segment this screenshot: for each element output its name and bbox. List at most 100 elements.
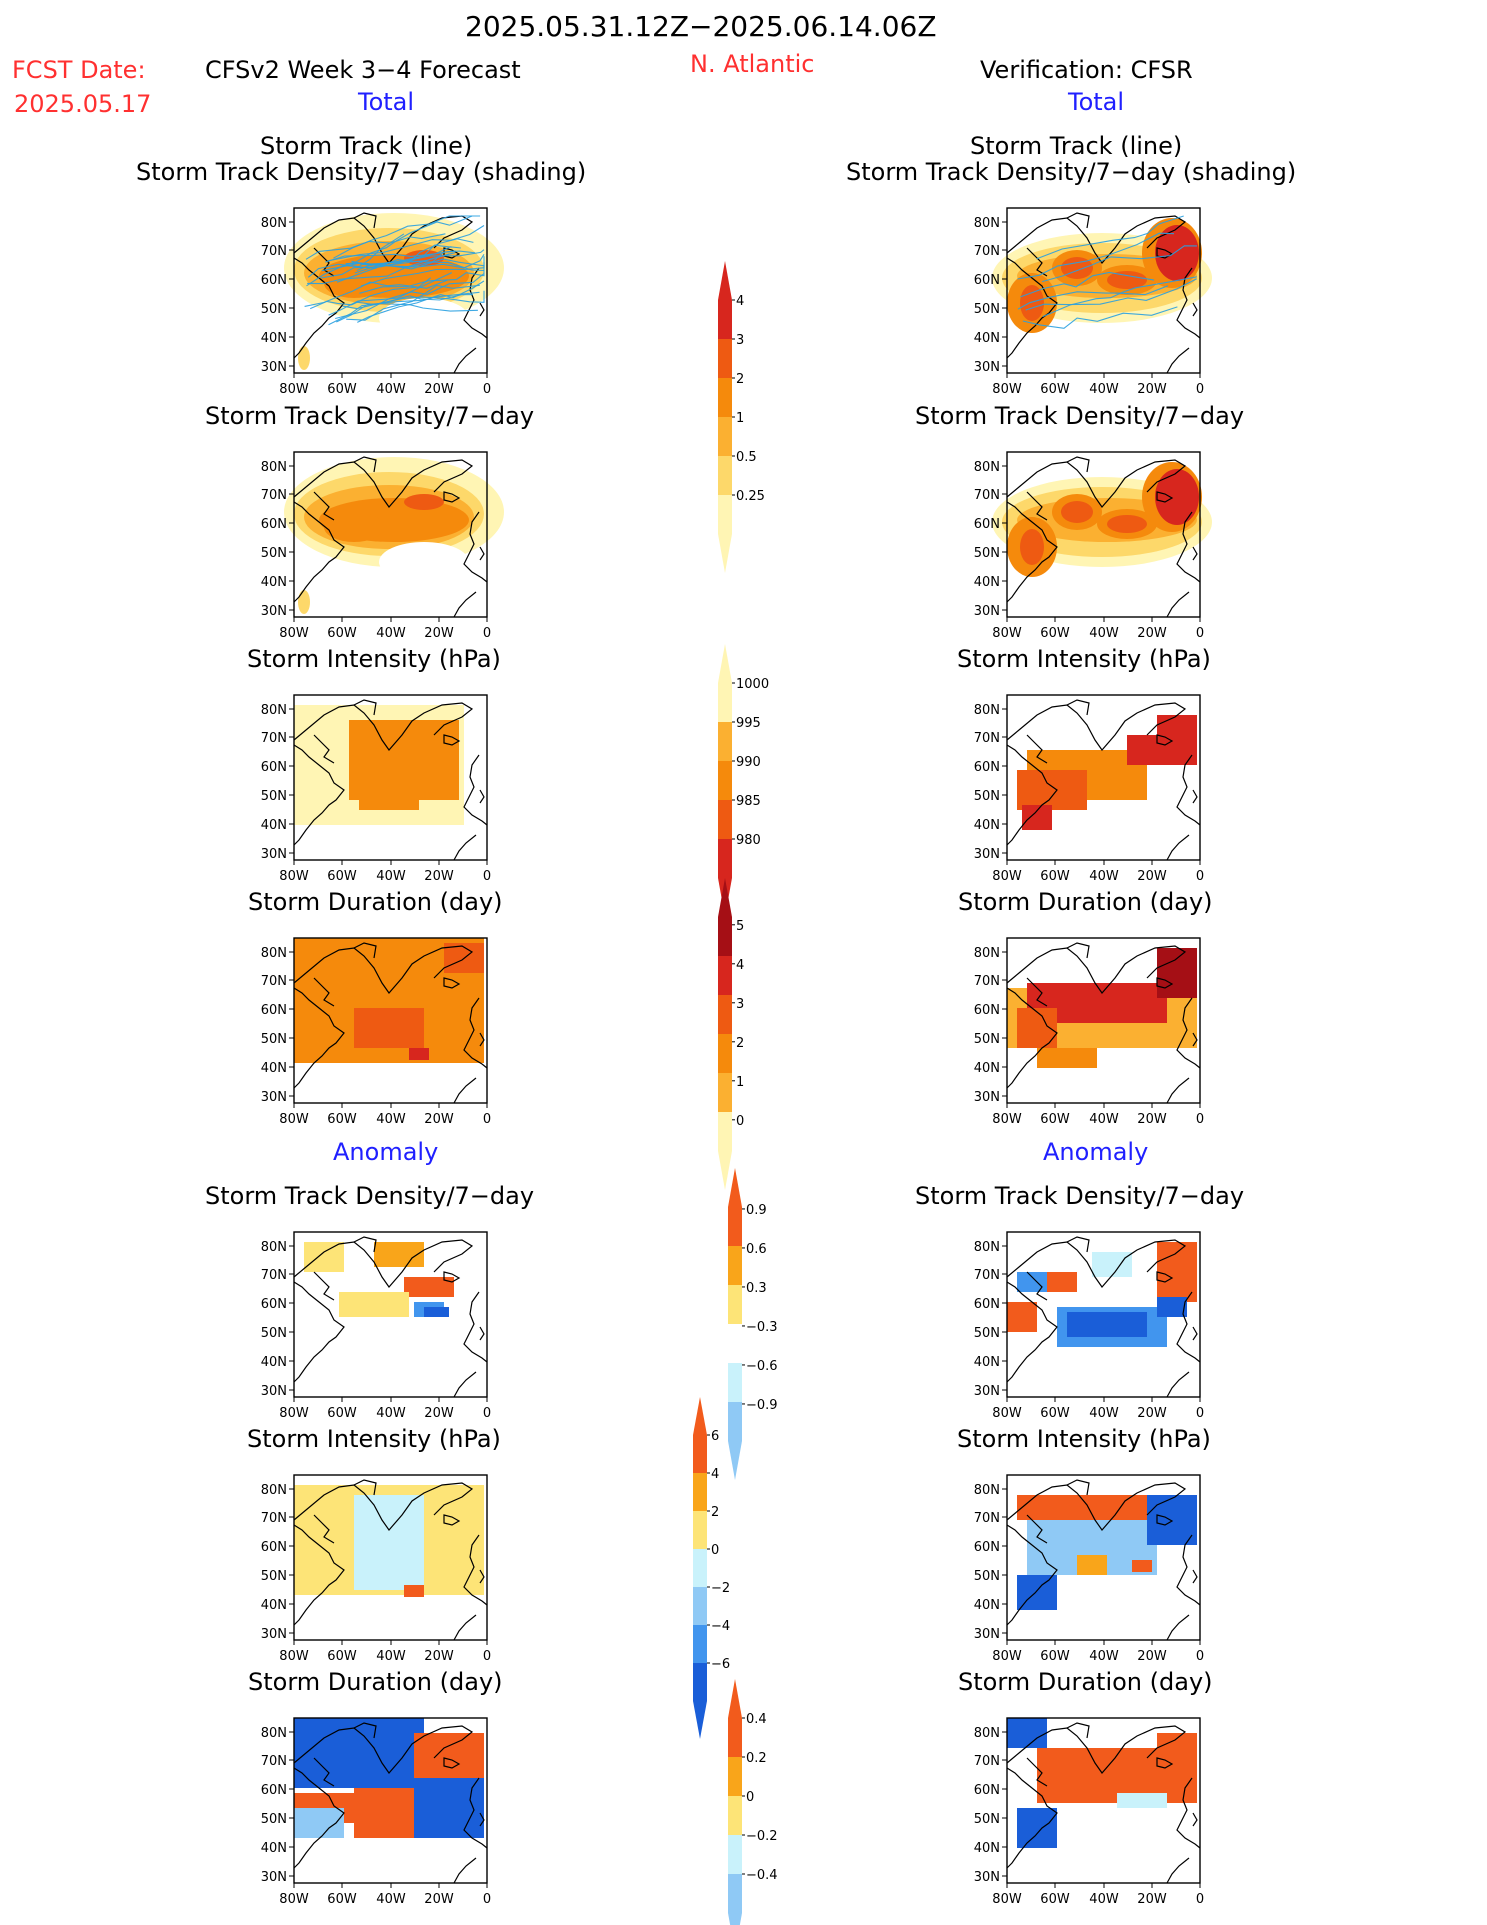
density-anomaly-colorbar-label-1: 0.6 bbox=[746, 1242, 767, 1257]
right-row5-lat-label-70N: 70N bbox=[974, 1268, 1000, 1283]
right-row4-lat-label-60N: 60N bbox=[974, 1003, 1000, 1018]
left-row7-coast-7 bbox=[479, 1812, 485, 1827]
right-row7-coast-4 bbox=[1156, 1757, 1174, 1769]
left-row6-lon-label-0: 0 bbox=[483, 1649, 491, 1664]
right-row5-coast-3 bbox=[1026, 1271, 1048, 1301]
left-row3-lat-label-40N: 40N bbox=[261, 818, 287, 833]
left-row2-coast-2 bbox=[293, 501, 345, 603]
right-row2-lat-label-60N: 60N bbox=[974, 517, 1000, 532]
right-row2-cell-8 bbox=[1155, 469, 1199, 525]
intensity-colorbar-swatch-4 bbox=[718, 839, 732, 878]
right-row1-coast-2 bbox=[1006, 257, 1058, 359]
intensity-anomaly-colorbar-swatch-3 bbox=[693, 1549, 707, 1587]
left-row3-cell-2 bbox=[359, 790, 419, 810]
left-row3-axes: 80N 70N 60N 50N 40N 30N 80W 60W 40W 20W 0 bbox=[261, 694, 491, 884]
intensity-anomaly-colorbar-swatch-6 bbox=[693, 1663, 707, 1701]
density-anomaly-colorbar-swatch-0 bbox=[728, 1207, 742, 1246]
left-row5-coast-6 bbox=[453, 1371, 477, 1398]
left-row4-coast-4 bbox=[443, 977, 461, 989]
right-row1-coast-7 bbox=[1192, 302, 1198, 317]
left-row4-coast-5 bbox=[463, 997, 488, 1069]
intensity-anomaly-colorbar-swatch-5 bbox=[693, 1625, 707, 1663]
right-row3-coast-2 bbox=[1006, 744, 1058, 846]
right-row5-coast-2 bbox=[1006, 1281, 1058, 1383]
intensity-anomaly-colorbar-label-2: 2 bbox=[711, 1505, 719, 1520]
density-anomaly-colorbar-swatch-4 bbox=[728, 1363, 742, 1402]
left-row5-lon-label-80W: 80W bbox=[279, 1406, 309, 1421]
right-track-shading-title: Storm Track Density/7−day (shading) bbox=[846, 158, 1297, 186]
left-row2-lon-label-20W: 20W bbox=[424, 626, 454, 641]
right-row7-cell-1 bbox=[1157, 1733, 1197, 1783]
density-colorbar-label-2: 2 bbox=[736, 372, 744, 387]
right-row4-lat-label-50N: 50N bbox=[974, 1032, 1000, 1047]
right-row3-cell-3 bbox=[1157, 715, 1197, 745]
density-anomaly-colorbar-label-0: 0.9 bbox=[746, 1203, 767, 1218]
left-row3-lat-label-30N: 30N bbox=[261, 847, 287, 862]
right-row2-lon-label-40W: 40W bbox=[1089, 626, 1119, 641]
left-row5-lat-label-60N: 60N bbox=[261, 1297, 287, 1312]
left-row1-track-7 bbox=[325, 246, 461, 263]
right-row5-lon-label-60W: 60W bbox=[1040, 1406, 1070, 1421]
left-row3-shading bbox=[294, 705, 464, 825]
left-row2-mask-cell-0 bbox=[379, 542, 469, 582]
left-row4-lat-label-60N: 60N bbox=[261, 1003, 287, 1018]
duration-anomaly-colorbar-swatch-2 bbox=[728, 1796, 742, 1835]
left-row2-axes: 80N 70N 60N 50N 40N 30N 80W 60W 40W 20W 0 bbox=[261, 451, 491, 641]
right-row2-coast-6 bbox=[1166, 591, 1190, 618]
density-colorbar-swatch-2 bbox=[718, 378, 732, 417]
left-row3-lat-label-50N: 50N bbox=[261, 789, 287, 804]
left-row5-axes: 80N 70N 60N 50N 40N 30N 80W 60W 40W 20W 0 bbox=[261, 1231, 491, 1421]
left-row5-lon-label-0: 0 bbox=[483, 1406, 491, 1421]
right-row1-coast-3 bbox=[1026, 247, 1048, 277]
right-row2-lon-label-0: 0 bbox=[1196, 626, 1204, 641]
right-row2-cell-4 bbox=[1061, 501, 1093, 523]
left-row5-lat-label-70N: 70N bbox=[261, 1268, 287, 1283]
right-duration-anomaly-title: Storm Duration (day) bbox=[958, 1668, 1213, 1696]
duration-anomaly-colorbar-swatch-1 bbox=[728, 1757, 742, 1796]
left-row5-lat-label-30N: 30N bbox=[261, 1384, 287, 1399]
left-density-title: Storm Track Density/7−day bbox=[205, 402, 535, 430]
left-row6-coastline bbox=[293, 1479, 488, 1641]
left-row5-coast-2 bbox=[293, 1281, 345, 1383]
intensity-colorbar: 1000 995 990 985 980 bbox=[718, 644, 769, 917]
left-row1-track-19 bbox=[328, 303, 478, 326]
duration-colorbar-bottom-arrow bbox=[718, 1151, 732, 1190]
left-row2-lon-label-60W: 60W bbox=[327, 626, 357, 641]
right-row6-lat-label-40N: 40N bbox=[974, 1598, 1000, 1613]
left-row6-lon-label-40W: 40W bbox=[376, 1649, 406, 1664]
right-row7-cell-2 bbox=[1017, 1808, 1057, 1848]
right-row1-lat-label-70N: 70N bbox=[974, 244, 1000, 259]
duration-anomaly-colorbar-top-arrow bbox=[728, 1679, 742, 1718]
left-row1-coast-6 bbox=[453, 347, 477, 374]
density-colorbar: 4 3 2 1 0.5 0.25 bbox=[718, 261, 765, 573]
intensity-anomaly-colorbar: 6 4 2 0 −2 −4 −6 bbox=[693, 1397, 730, 1739]
left-row7-cell-0 bbox=[294, 1718, 424, 1788]
left-row2-coast-3 bbox=[313, 491, 335, 521]
right-row1-lat-label-30N: 30N bbox=[974, 360, 1000, 375]
right-row4-lon-label-0: 0 bbox=[1196, 1112, 1204, 1127]
right-row6-coastline bbox=[1006, 1479, 1201, 1641]
duration-anomaly-colorbar-label-3: −0.2 bbox=[746, 1829, 778, 1844]
left-row6-coast-7 bbox=[479, 1569, 485, 1584]
right-row2-lat-label-80N: 80N bbox=[974, 460, 1000, 475]
density-colorbar-top-arrow bbox=[718, 261, 732, 300]
right-row2-cell-10 bbox=[1020, 529, 1044, 565]
right-row1-track-2 bbox=[1042, 276, 1197, 318]
duration-anomaly-colorbar-swatch-4 bbox=[728, 1874, 742, 1913]
left-row7-cell-3 bbox=[354, 1788, 414, 1838]
left-row7-coastline bbox=[293, 1722, 488, 1884]
left-row1-track-27 bbox=[351, 258, 485, 270]
right-row1-cell-8 bbox=[1155, 225, 1199, 281]
left-row7-coast-1 bbox=[353, 1722, 377, 1739]
right-row6-lon-label-80W: 80W bbox=[992, 1649, 1022, 1664]
left-row3-cell-3 bbox=[434, 755, 459, 770]
right-row7-shading bbox=[1007, 1718, 1197, 1848]
right-row4-cell-4 bbox=[1037, 1048, 1097, 1068]
left-row5-lat-label-50N: 50N bbox=[261, 1326, 287, 1341]
duration-colorbar-top-arrow bbox=[718, 878, 732, 917]
left-row5-cell-3 bbox=[339, 1292, 409, 1317]
right-row4-coast-7 bbox=[1192, 1032, 1198, 1047]
left-row2-coast-5 bbox=[463, 511, 488, 583]
right-row1-track-7 bbox=[1041, 245, 1198, 283]
